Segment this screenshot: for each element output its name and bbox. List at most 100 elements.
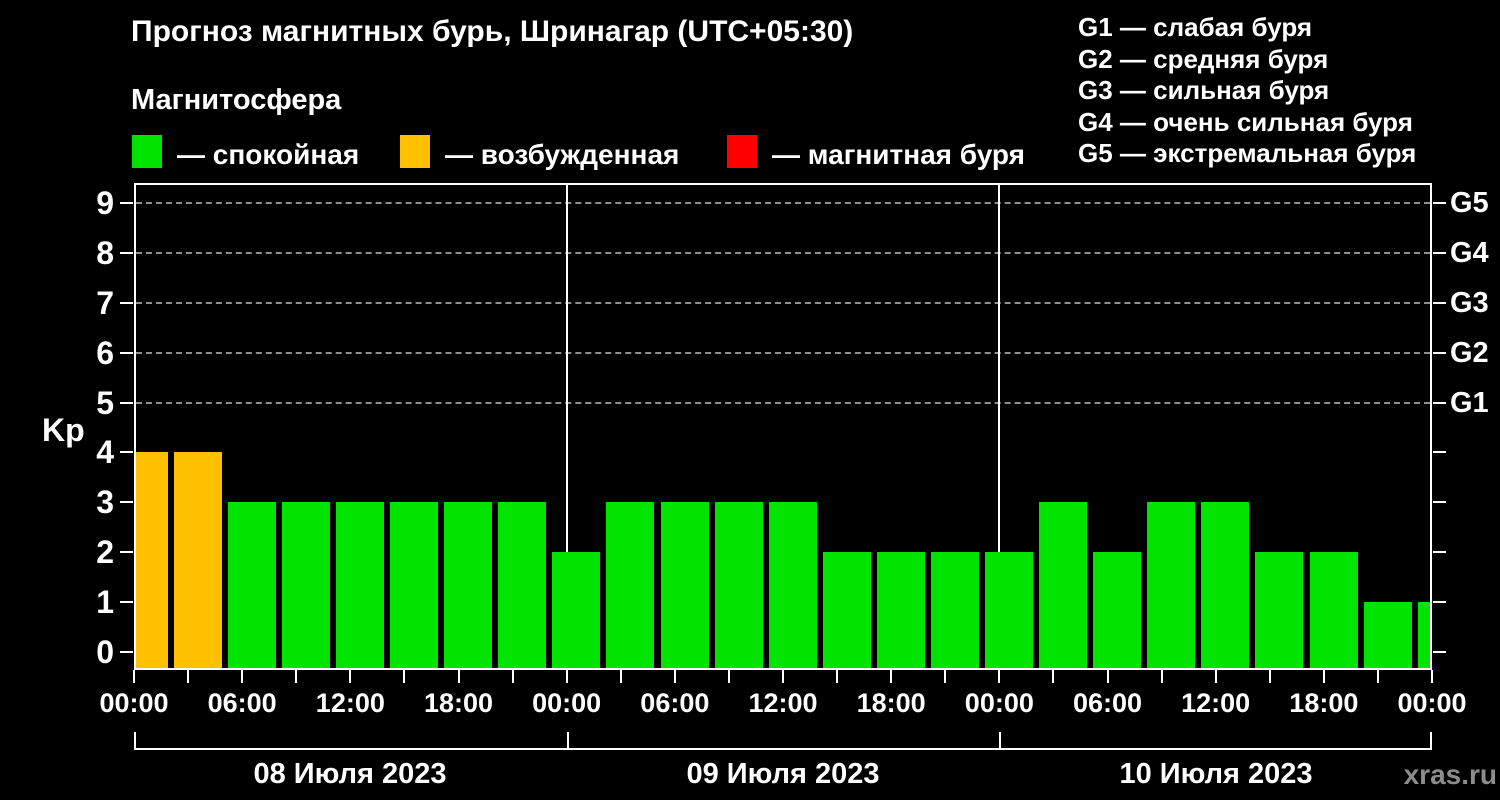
right-axis-tick <box>1433 251 1446 254</box>
day-label-2: 09 Июля 2023 <box>686 758 880 790</box>
x-axis-tick <box>457 670 460 683</box>
y-axis-tick <box>120 451 133 454</box>
right-axis-tick <box>1433 551 1446 554</box>
date-bracket-tick <box>999 732 1002 750</box>
kp-bar <box>336 502 385 668</box>
kp-bar <box>822 552 871 668</box>
x-axis-tick <box>295 670 298 683</box>
legend-label-storm: — магнитная буря <box>772 139 1025 170</box>
day-label-1: 08 Июля 2023 <box>253 758 447 790</box>
storm-scale-g4: G4 — очень сильная буря <box>1078 106 1413 137</box>
legend-swatch-excited-icon <box>400 135 430 168</box>
date-bracket-line <box>134 748 1432 750</box>
y-tick-label: 6 <box>96 334 114 371</box>
legend-swatch-quiet-icon <box>132 135 162 168</box>
right-axis-label-g2: G2 <box>1450 336 1489 369</box>
kp-bar <box>281 502 330 668</box>
x-tick-label: 18:00 <box>423 688 494 718</box>
kp-axis-label: Kp <box>42 412 85 448</box>
y-tick-label: 4 <box>96 434 114 471</box>
kp-bar <box>390 502 439 668</box>
right-axis-label-g3: G3 <box>1450 286 1489 319</box>
day-divider <box>565 185 568 668</box>
x-tick-label: 00:00 <box>1397 688 1467 718</box>
plot-area <box>134 183 1432 670</box>
kp-bar <box>444 502 493 668</box>
x-axis-tick <box>1214 670 1217 683</box>
x-axis-tick <box>836 670 839 683</box>
kp-bar <box>768 502 817 668</box>
kp-bar <box>1147 502 1196 668</box>
date-bracket-tick <box>134 732 136 750</box>
y-axis-tick <box>120 201 133 204</box>
x-axis-tick <box>1322 670 1325 683</box>
kp-bar <box>227 502 276 668</box>
x-axis-tick <box>565 670 568 683</box>
right-axis-tick <box>1433 351 1446 354</box>
x-axis-tick <box>1431 670 1433 683</box>
x-tick-label: 12:00 <box>1181 688 1251 718</box>
kp-bar <box>660 502 709 668</box>
x-axis-tick <box>133 670 135 683</box>
x-axis-tick <box>727 670 730 683</box>
storm-scale-legend: G1 — слабая буря G2 — средняя буря G3 — … <box>1078 12 1416 170</box>
storm-scale-g5: G5 — экстремальная буря <box>1078 138 1417 169</box>
y-axis-tick <box>120 501 133 504</box>
right-axis-label-g4: G4 <box>1450 236 1489 269</box>
x-axis-tick <box>511 670 514 683</box>
storm-scale-g3: G3 — сильная буря <box>1078 75 1330 106</box>
right-axis-tick <box>1433 451 1446 454</box>
x-axis-tick <box>998 670 1001 683</box>
x-tick-label: 06:00 <box>640 688 710 718</box>
watermark: xras.ru <box>1403 759 1497 790</box>
x-axis-tick <box>1052 670 1055 683</box>
kp-bar <box>1363 602 1412 668</box>
legend-swatch-storm-icon <box>727 135 757 168</box>
y-axis-tick <box>120 601 133 604</box>
y-tick-label: 2 <box>96 534 114 571</box>
kp-bar <box>606 502 655 668</box>
day-label-3: 10 Июля 2023 <box>1119 758 1313 790</box>
y-axis-tick <box>120 251 133 254</box>
kp-bar <box>1309 552 1358 668</box>
y-axis-tick <box>120 351 133 354</box>
right-axis-tick <box>1433 301 1446 304</box>
right-axis-tick <box>1433 401 1446 404</box>
x-tick-label: 06:00 <box>1072 688 1143 718</box>
x-axis-tick <box>1160 670 1163 683</box>
x-tick-label: 18:00 <box>1289 688 1359 718</box>
x-axis-tick <box>403 670 406 683</box>
x-axis-tick <box>673 670 676 683</box>
kp-bar <box>1093 552 1142 668</box>
kp-bar <box>498 502 547 668</box>
gridline-kp7 <box>136 301 1430 304</box>
gridline-kp9 <box>136 201 1430 204</box>
right-axis-tick <box>1433 601 1446 604</box>
gridline-kp6 <box>136 351 1430 354</box>
kp-bar <box>1255 552 1304 668</box>
y-axis-tick <box>120 551 133 554</box>
x-tick-label: 06:00 <box>207 688 277 718</box>
gridline-kp5 <box>136 401 1430 404</box>
magnetosphere-label: Магнитосфера <box>131 84 342 116</box>
kp-bar <box>1417 602 1430 668</box>
kp-bar <box>1201 502 1250 668</box>
date-bracket-tick <box>1430 732 1432 750</box>
kp-bar <box>136 452 168 668</box>
kp-bar <box>985 552 1034 668</box>
gridline-kp8 <box>136 251 1430 254</box>
date-bracket-tick <box>566 732 569 750</box>
x-tick-label: 00:00 <box>532 688 602 718</box>
x-axis-tick <box>944 670 947 683</box>
kp-bar <box>876 552 925 668</box>
storm-scale-g1: G1 — слабая буря <box>1078 12 1313 42</box>
kp-bar <box>173 452 222 668</box>
kp-bar <box>930 552 979 668</box>
x-axis-tick <box>1268 670 1271 683</box>
x-axis-tick <box>782 670 784 683</box>
y-tick-label: 7 <box>96 284 114 321</box>
x-axis-tick <box>187 670 190 683</box>
day-divider <box>998 185 1001 668</box>
y-tick-label: 0 <box>96 634 114 670</box>
